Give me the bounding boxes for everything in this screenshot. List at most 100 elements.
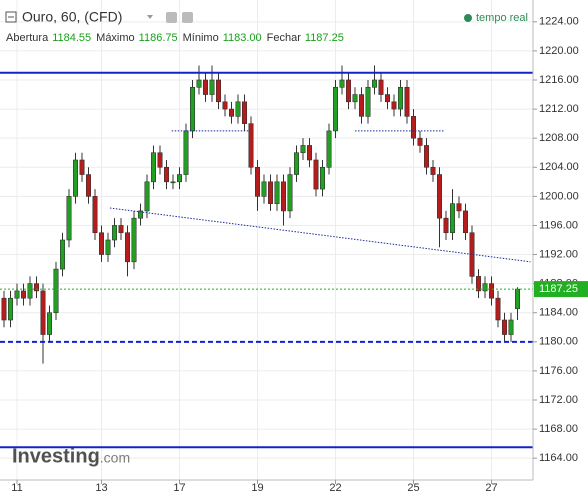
candle-body [287,174,293,212]
candle-body [79,159,85,175]
candle-body [8,297,14,321]
candle-body [66,196,72,241]
candle-body [339,79,345,88]
y-tick-label: 1204.00 [539,161,579,173]
candle-body [118,225,124,234]
candle-body [14,290,20,299]
candle-body [190,86,196,132]
candle-body [384,94,390,103]
candle-body [177,174,183,183]
candle-body [164,166,170,183]
candle-body [73,159,79,197]
candle-body [138,210,144,219]
candle-body [501,319,507,335]
candle-body [46,312,52,335]
candle-body [144,181,150,212]
y-tick-label: 1216.00 [539,74,579,86]
candle-body [248,123,254,168]
candle-body [488,283,494,299]
x-tick-label: 17 [173,482,185,494]
candle-body [410,116,416,139]
axes: 1164.00 1168.00 1172.00 1176.00 1180.00 1184.… [11,16,588,494]
candle-body [131,217,137,263]
candle-body [404,86,410,117]
candle-body [391,101,397,110]
candle-body [508,319,514,335]
y-tick-label: 1212.00 [539,103,579,115]
y-tick-label: 1168.00 [539,423,578,435]
legend-value: 1187.25 [305,32,344,44]
candle-body [306,145,312,161]
candle-body [332,86,338,132]
candle-body [235,101,241,117]
candle-body [423,145,429,168]
candle-body [300,145,306,154]
candle-body [20,290,26,299]
candle-body [280,181,286,212]
overlay [0,71,533,449]
x-tick-label: 25 [407,482,419,494]
x-tick-label: 13 [95,482,107,494]
legend-value: 1186.75 [139,32,178,44]
candle-body [229,108,235,117]
candle-body [456,203,462,212]
candle-body [27,283,33,299]
candle-body [495,297,501,321]
candle-body [170,181,176,184]
candle-body [345,79,351,103]
candle-body [255,166,261,197]
candle-body [352,94,358,103]
y-tick-label: 1192.00 [539,248,578,260]
candle-body [449,203,455,234]
x-tick-label: 19 [251,482,263,494]
legend-label: Máximo [96,32,135,44]
candle-body [59,239,65,270]
candle-body [514,288,520,310]
x-tick-label: 27 [485,482,497,494]
candle-body [267,181,273,204]
y-tick-label: 1224.00 [539,16,579,28]
settings-icon[interactable] [166,12,177,23]
y-tick-label: 1176.00 [539,365,578,377]
candle-body [293,152,299,175]
x-tick-label: 11 [11,482,22,494]
collapse-icon[interactable] [5,11,17,23]
ohlc-legend: Abertura 1184.55 Máximo 1186.75 Mínimo 1183.0… [6,32,344,44]
dropdown-icon[interactable] [147,15,153,19]
legend-value: 1184.55 [52,32,91,44]
candle-body [371,79,377,88]
candle-body [430,166,436,175]
candle-body [1,297,7,321]
candle-body [274,181,280,204]
candle-body [358,94,364,117]
candle-body [86,174,92,197]
candle-body [319,166,325,190]
candle-body [157,152,163,168]
candle-body [40,290,46,335]
candle-body [222,101,228,110]
candle-body [183,130,189,175]
candle-body [313,159,319,190]
candle-body [261,181,267,197]
candle-body [99,232,105,255]
candle-body [436,174,442,219]
last-price-box [534,281,588,298]
candle-body [443,217,449,234]
candle-body [151,152,157,183]
last-price-label: 1187.25 [539,283,578,295]
status-label: tempo real [476,12,528,24]
candle-body [397,86,403,110]
candle-body [326,130,332,168]
legend-label: Abertura [6,32,49,44]
candle-body [365,86,371,117]
marks [1,65,520,364]
chart-title: Ouro, 60, (CFD) [22,9,122,25]
candle-body [475,276,481,292]
candle-body [125,232,131,263]
settings-icon[interactable] [182,12,193,23]
y-tick-label: 1200.00 [539,190,579,202]
x-tick-label: 22 [329,482,341,494]
